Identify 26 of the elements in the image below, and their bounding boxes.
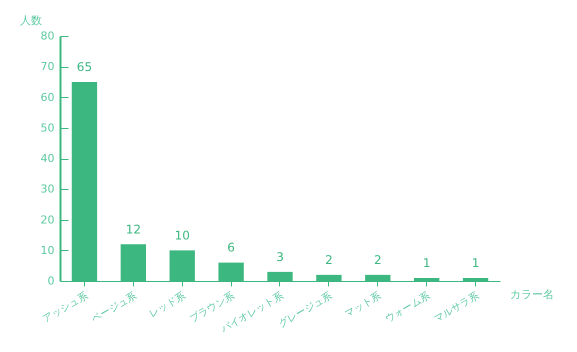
y-axis-title: 人数 bbox=[20, 14, 42, 27]
y-tick-label: 30 bbox=[40, 182, 54, 196]
data-label: 2 bbox=[325, 252, 333, 267]
data-label: 2 bbox=[374, 252, 382, 267]
y-tick-label: 40 bbox=[40, 152, 54, 165]
x-tick-label: マット系 bbox=[342, 290, 384, 320]
y-tick-label: 0 bbox=[48, 274, 54, 288]
y-tick-label: 20 bbox=[40, 213, 54, 226]
x-tick-label: マルサラ系 bbox=[432, 290, 482, 326]
y-tick-label: 50 bbox=[40, 121, 54, 134]
data-label: 12 bbox=[126, 222, 141, 236]
x-tick-label: レッド系 bbox=[147, 290, 188, 320]
data-label: 6 bbox=[227, 240, 235, 255]
y-tick-label: 70 bbox=[40, 60, 54, 74]
data-label: 1 bbox=[472, 256, 480, 270]
y-tick-label: 10 bbox=[40, 244, 54, 257]
y-tick-label: 60 bbox=[40, 90, 54, 104]
data-label: 65 bbox=[76, 60, 92, 74]
y-tick-label: 80 bbox=[40, 30, 54, 42]
x-tick-label: ベージュ系 bbox=[90, 290, 139, 326]
data-label: 10 bbox=[174, 228, 190, 242]
data-label: 3 bbox=[276, 250, 284, 264]
x-tick-label: アッシュ系 bbox=[40, 290, 90, 326]
x-axis-title: カラー名 bbox=[510, 288, 554, 301]
x-tick-label: ウォーム系 bbox=[382, 290, 432, 326]
data-label: 1 bbox=[422, 256, 430, 270]
